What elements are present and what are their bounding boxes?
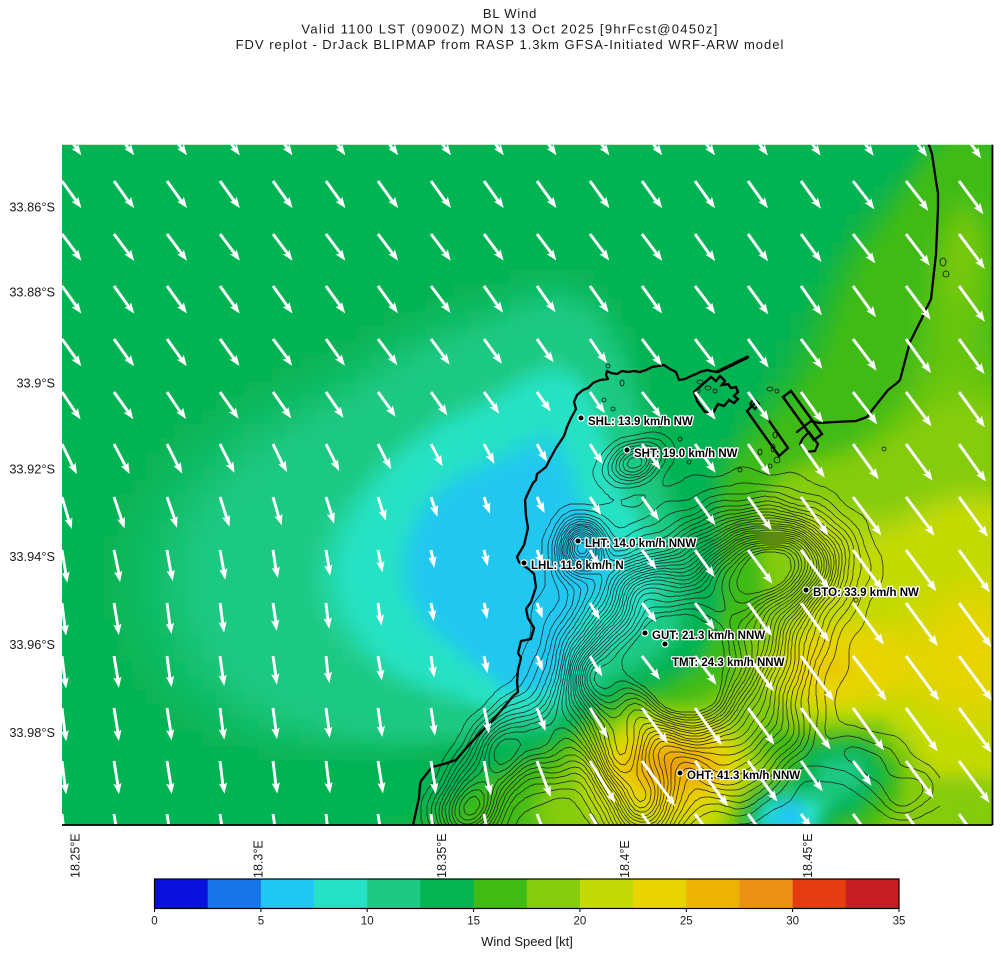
svg-text:BTO: 33.9 km/h NW: BTO: 33.9 km/h NW — [813, 587, 919, 599]
svg-text:18.35°E: 18.35°E — [435, 833, 449, 878]
svg-text:33.96°S: 33.96°S — [9, 637, 55, 652]
svg-text:33.94°S: 33.94°S — [9, 549, 55, 564]
svg-text:33.88°S: 33.88°S — [9, 284, 55, 299]
svg-text:18.25°E: 18.25°E — [68, 833, 82, 878]
svg-text:SHL: 13.9 km/h NW: SHL: 13.9 km/h NW — [588, 416, 693, 428]
svg-text:GUT: 21.3 km/h NNW: GUT: 21.3 km/h NNW — [652, 630, 765, 642]
svg-text:33.86°S: 33.86°S — [9, 199, 55, 214]
svg-text:33.98°S: 33.98°S — [9, 725, 55, 740]
svg-text:Wind Speed [kt]: Wind Speed [kt] — [481, 934, 573, 949]
svg-text:FDV replot - DrJack BLIPMAP fr: FDV replot - DrJack BLIPMAP from RASP 1.… — [236, 37, 785, 52]
svg-text:18.45°E: 18.45°E — [801, 833, 815, 878]
svg-text:10: 10 — [361, 916, 374, 928]
svg-text:LHT: 14.0 km/h NNW: LHT: 14.0 km/h NNW — [585, 538, 696, 550]
svg-text:5: 5 — [258, 916, 264, 928]
svg-text:15: 15 — [467, 916, 480, 928]
svg-text:0: 0 — [151, 916, 157, 928]
svg-text:20: 20 — [574, 916, 587, 928]
svg-text:TMT: 24.3 km/h NNW: TMT: 24.3 km/h NNW — [672, 657, 785, 669]
svg-text:Valid 1100 LST (0900Z) MON 13: Valid 1100 LST (0900Z) MON 13 Oct 2025 [… — [301, 22, 718, 37]
svg-text:BL Wind: BL Wind — [483, 6, 537, 21]
svg-text:SHT: 19.0 km/h NW: SHT: 19.0 km/h NW — [634, 448, 738, 460]
svg-text:33.9°S: 33.9°S — [16, 376, 55, 391]
svg-text:35: 35 — [893, 916, 906, 928]
svg-text:18.4°E: 18.4°E — [618, 840, 632, 878]
svg-text:LHL: 11.6 km/h N: LHL: 11.6 km/h N — [531, 560, 624, 572]
svg-text:30: 30 — [786, 916, 799, 928]
svg-text:OHT: 41.3 km/h NNW: OHT: 41.3 km/h NNW — [687, 770, 800, 782]
svg-text:18.3°E: 18.3°E — [252, 840, 266, 878]
svg-text:25: 25 — [680, 916, 693, 928]
svg-text:33.92°S: 33.92°S — [9, 462, 55, 477]
